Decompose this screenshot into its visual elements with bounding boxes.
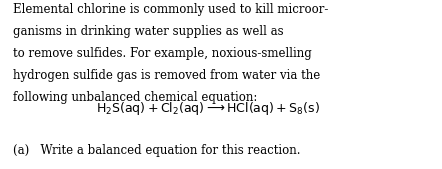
- Text: (a)   Write a balanced equation for this reaction.: (a) Write a balanced equation for this r…: [13, 144, 301, 157]
- Text: Elemental chlorine is commonly used to kill microor-: Elemental chlorine is commonly used to k…: [13, 3, 329, 16]
- Text: following unbalanced chemical equation:: following unbalanced chemical equation:: [13, 91, 258, 104]
- Text: ganisms in drinking water supplies as well as: ganisms in drinking water supplies as we…: [13, 25, 284, 38]
- Text: to remove sulfides. For example, noxious-smelling: to remove sulfides. For example, noxious…: [13, 47, 312, 60]
- Text: $\mathrm{H_2S(aq) + Cl_2(aq) \longrightarrow HCl(aq) + S_8(s)}$: $\mathrm{H_2S(aq) + Cl_2(aq) \longrighta…: [96, 100, 320, 117]
- Text: hydrogen sulfide gas is removed from water via the: hydrogen sulfide gas is removed from wat…: [13, 69, 320, 82]
